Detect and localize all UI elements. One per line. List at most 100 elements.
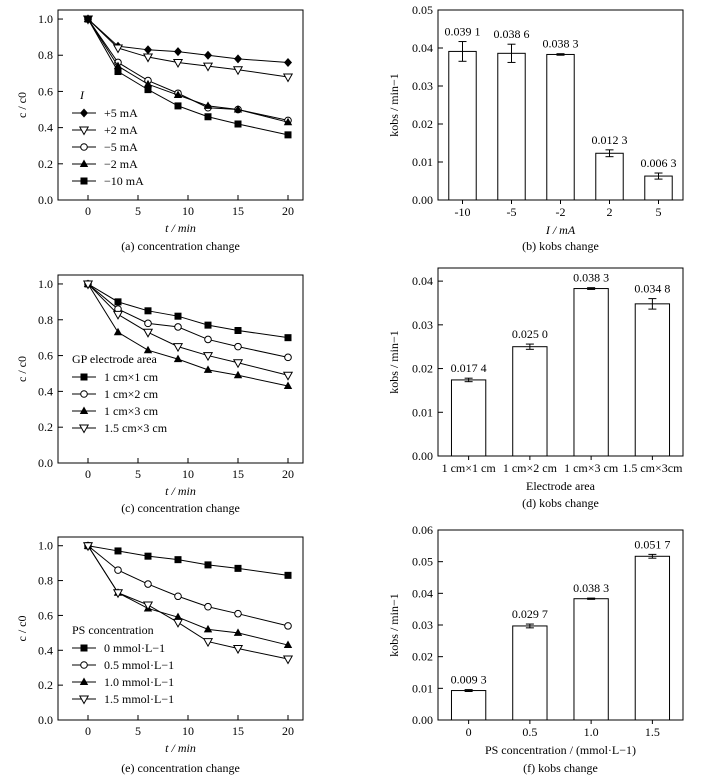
x-tick-label: 15	[232, 467, 244, 481]
legend-marker	[79, 677, 89, 685]
y-tick-label: 0.03	[412, 618, 433, 632]
legend-marker	[80, 390, 88, 398]
data-point	[233, 105, 243, 113]
x-tick-label: 10	[182, 204, 194, 218]
data-point	[204, 50, 212, 60]
y-tick-label: 1.0	[38, 12, 53, 26]
data-point	[174, 102, 182, 110]
data-point	[144, 580, 152, 588]
y-tick-label: 0.05	[412, 3, 433, 17]
legend-label: −2 mA	[104, 157, 138, 171]
chart-d: 0.00 0.01 0.02 0.03 0.04 kobs / min−1 0.017 4 1…	[387, 267, 684, 510]
plot-frame	[57, 536, 304, 721]
x-tick-label: 15	[232, 724, 244, 738]
bar-value-label: 0.017 4	[451, 361, 487, 375]
data-point	[282, 655, 294, 665]
series-line	[87, 283, 289, 358]
y-tick-label: 0.6	[38, 608, 53, 622]
series-line	[87, 18, 289, 63]
bar	[573, 598, 609, 721]
legend-marker	[80, 644, 88, 652]
legend-marker	[78, 695, 90, 705]
y-tick-label: 0.2	[38, 420, 53, 434]
bar-group: 0.009 3	[451, 673, 487, 721]
data-point	[142, 328, 154, 338]
bar-group: 0.038 6	[494, 27, 530, 201]
y-tick-label: 0.4	[38, 643, 53, 657]
y-tick-label: 0.00	[412, 193, 433, 207]
x-tick-label: 15	[232, 204, 244, 218]
y-tick-label: 0.02	[412, 650, 433, 664]
y-tick-label: 0.06	[412, 523, 433, 537]
data-point	[143, 345, 153, 354]
data-point	[283, 381, 293, 390]
legend-marker	[78, 424, 90, 434]
bar	[448, 50, 477, 201]
legend-marker	[78, 126, 90, 136]
data-point	[174, 47, 182, 57]
data-point	[202, 62, 214, 72]
caption: (e) concentration change	[121, 761, 240, 775]
x-axis-label: I / mA	[545, 223, 576, 237]
x-tick-label: 0	[466, 725, 472, 739]
x-tick-label: 0.5	[522, 725, 537, 739]
data-point	[284, 334, 292, 342]
x-tick-label: 0	[85, 204, 91, 218]
data-point	[172, 343, 184, 353]
bar-value-label: 0.006 3	[641, 156, 677, 170]
y-tick-label: 0.4	[38, 121, 53, 135]
x-tick-label: 2	[607, 205, 613, 219]
caption: (b) kobs change	[522, 239, 599, 253]
bar-group: 0.038 3	[573, 271, 609, 457]
x-tick-label: 5	[135, 204, 141, 218]
legend-marker	[80, 661, 88, 669]
bar-value-label: 0.034 8	[634, 282, 670, 296]
legend-title: I	[79, 88, 85, 102]
bar-group: 0.034 8	[634, 282, 670, 457]
legend-label: +2 mA	[104, 123, 138, 137]
legend-label: 0 mmol·L−1	[104, 641, 165, 655]
y-tick-label: 1.0	[38, 277, 53, 291]
legend: I +5 mA +2 mA −5 mA −2 mA −10 mA	[72, 88, 144, 188]
x-tick-label: 1.5	[645, 725, 660, 739]
y-tick-label: 0.04	[412, 41, 433, 55]
y-tick-label: 1.0	[38, 539, 53, 553]
data-point	[234, 564, 242, 572]
data-point	[203, 624, 213, 633]
data-point	[204, 321, 212, 329]
data-point	[144, 307, 152, 315]
data-point	[234, 342, 242, 351]
data-point	[203, 101, 213, 109]
data-point	[202, 638, 214, 648]
x-tick-label: 1 cm×3 cm	[564, 461, 619, 475]
bar	[644, 175, 673, 201]
data-point	[174, 556, 182, 564]
x-tick-label: 1 cm×2 cm	[503, 461, 558, 475]
y-axis-label: c / c0	[15, 616, 29, 642]
y-tick-label: 0.6	[38, 84, 53, 98]
x-tick-label: 0	[85, 724, 91, 738]
data-point	[232, 66, 244, 76]
data-point	[284, 131, 292, 139]
y-tick-label: 0.8	[38, 574, 53, 588]
y-tick-label: 0.05	[412, 555, 433, 569]
data-point	[112, 589, 124, 599]
data-point	[232, 359, 244, 369]
data-point	[174, 312, 182, 320]
bar	[497, 52, 526, 201]
bar	[512, 625, 548, 721]
series-3	[82, 542, 294, 665]
legend-marker	[80, 177, 88, 185]
data-point	[112, 310, 124, 320]
bar	[634, 555, 671, 721]
chart-a: 0.0 0.2 0.4 0.6 0.8 1.0 c / c0 0 5 10 15 20 t / min I…	[15, 9, 304, 253]
series-1	[84, 280, 292, 362]
data-point	[284, 622, 292, 630]
y-tick-label: 0.02	[412, 362, 433, 376]
data-point	[204, 335, 212, 344]
bar	[450, 379, 487, 457]
data-point	[202, 352, 214, 362]
y-tick-label: 0.0	[38, 456, 53, 470]
data-point	[144, 45, 152, 55]
data-point	[232, 645, 244, 655]
